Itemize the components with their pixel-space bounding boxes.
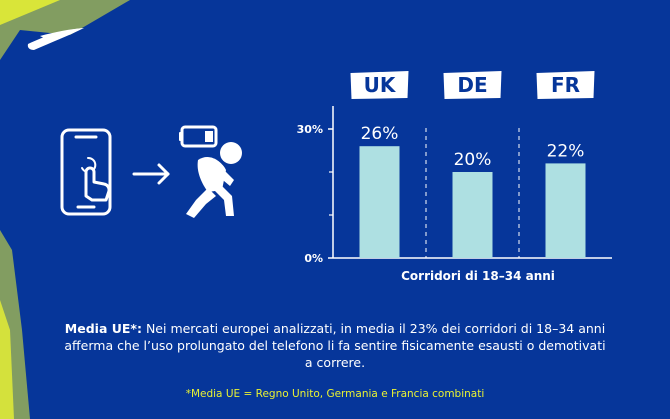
category-label: UK [364, 73, 397, 97]
value-label-uk: 26% [361, 124, 399, 144]
footnote: *Media UE = Regno Unito, Germania e Fran… [185, 388, 485, 400]
value-label-fr: 22% [547, 141, 585, 161]
category-dividers [425, 128, 520, 258]
tired-runner-icon [186, 142, 242, 218]
caption-bold: Media UE*: [64, 321, 142, 336]
category-tab-fr: FR [536, 71, 595, 99]
brand-logo-icon [27, 28, 85, 50]
bar-de [452, 172, 493, 258]
category-tab-bg [443, 71, 502, 99]
category-label: DE [457, 73, 487, 97]
value-label-de: 20% [454, 150, 492, 170]
category-label: FR [551, 73, 580, 97]
category-tab-bg [536, 71, 595, 99]
phone-tap-icon [60, 128, 112, 216]
yellow-edge-texture [0, 0, 130, 419]
category-tab-de: DE [443, 71, 502, 99]
category-tab-uk: UK [350, 71, 409, 99]
y-tick-label: 0% [304, 252, 323, 265]
bar-fr [545, 163, 586, 258]
category-tab-bg [350, 71, 409, 99]
caption-text: Nei mercati europei analizzati, in media… [64, 321, 606, 370]
y-tick-label: 30% [297, 123, 323, 136]
arrow-right-icon [132, 163, 170, 185]
low-battery-icon [179, 125, 218, 148]
x-axis-label: Corridori di 18–34 anni [401, 269, 555, 283]
bar-uk [359, 146, 400, 258]
caption: Media UE*: Nei mercati europei analizzat… [60, 320, 610, 371]
bar-chart: 30% 0% UK DE FR 26% 20% 22% Corridori di 18–3… [297, 71, 612, 283]
